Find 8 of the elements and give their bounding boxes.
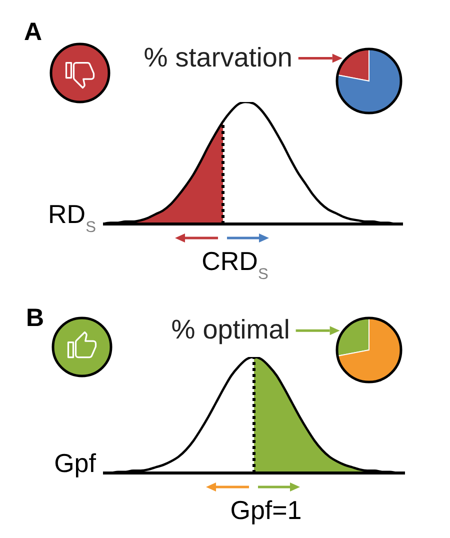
legend-label: % optimal <box>171 314 290 345</box>
x-axis-title: RD$_{S}$ <box>48 199 96 236</box>
x-axis-title: Gpf <box>54 448 97 478</box>
text: CRD$_{S}$ <box>202 246 268 282</box>
text: Gpf=1 <box>230 495 302 525</box>
chart-title: B <box>26 304 44 332</box>
chart-title: A <box>24 18 42 46</box>
legend-label: % starvation <box>144 42 292 72</box>
